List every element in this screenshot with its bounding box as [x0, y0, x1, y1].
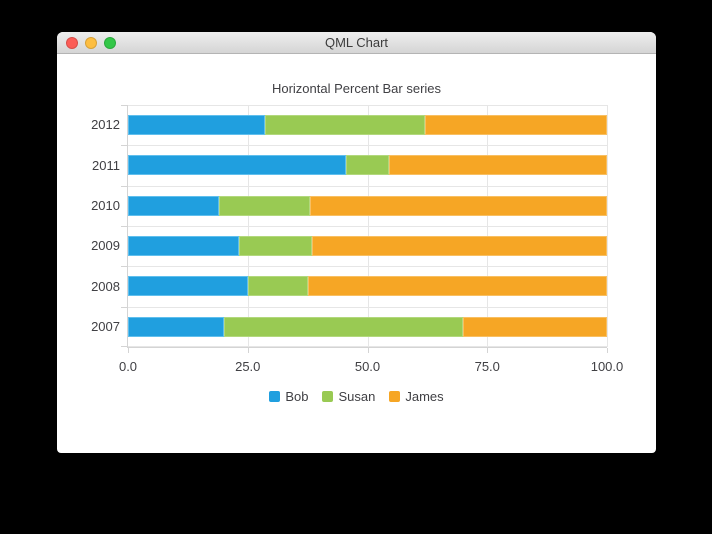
bar-row — [128, 266, 607, 306]
zoom-button[interactable] — [104, 37, 116, 49]
legend-label: Susan — [338, 389, 376, 404]
bar-row — [128, 105, 607, 145]
legend-marker-icon — [269, 391, 281, 402]
window-title: QML Chart — [324, 35, 389, 50]
y-gridline — [128, 346, 607, 347]
bar-segment-susan — [264, 115, 425, 136]
y-axis-tick — [121, 266, 127, 268]
plot-area: 0.0 25.0 50.0 75.0 100.0 2012 2011 2010 2009 2008… — [91, 105, 623, 374]
bar-segment-bob — [128, 155, 346, 176]
bar-segment-bob — [128, 236, 239, 257]
y-axis-tick — [121, 346, 127, 347]
percent-bar-2007 — [128, 316, 607, 337]
bar-segment-james — [312, 236, 607, 257]
bar-segment-susan — [219, 195, 311, 216]
x-axis-tick — [367, 348, 369, 353]
legend-item-james: James — [389, 389, 444, 404]
y-axis-tick — [121, 226, 127, 227]
chart-area: Horizontal Percent Bar series 0.0 25.0 50.… — [57, 32, 656, 453]
percent-bar-2009 — [128, 236, 607, 257]
x-axis-line — [127, 347, 607, 348]
x-axis-tick — [128, 348, 129, 353]
y-axis-tick — [121, 145, 127, 147]
x-axis-label: 75.0 — [474, 359, 500, 374]
percent-bar-2010 — [128, 195, 607, 216]
y-axis-label: 2010 — [91, 197, 120, 213]
bar-segment-susan — [223, 316, 464, 337]
y-axis-label: 2012 — [91, 117, 120, 133]
y-gridline — [128, 145, 607, 147]
bar-segment-james — [424, 115, 607, 136]
bar-segment-bob — [128, 316, 224, 337]
legend: Bob Susan James — [57, 389, 656, 404]
legend-item-susan: Susan — [322, 389, 375, 404]
bar-segment-bob — [128, 115, 265, 136]
x-axis-label: 50.0 — [354, 359, 381, 374]
y-gridline — [128, 185, 607, 187]
percent-bar-2012 — [128, 115, 607, 136]
x-axis-tick — [247, 348, 249, 353]
x-axis-label: 0.0 — [118, 359, 138, 374]
bar-segment-james — [310, 195, 607, 216]
legend-marker-icon — [389, 391, 401, 402]
y-axis-tick — [121, 185, 127, 187]
y-gridline — [128, 266, 607, 268]
bar-row — [128, 186, 607, 226]
legend-label: Bob — [285, 389, 309, 404]
y-axis-tick — [121, 105, 127, 106]
bar-segment-james — [307, 276, 607, 297]
x-axis-label: 100.0 — [590, 359, 624, 374]
y-axis-line — [127, 105, 128, 347]
bar-row — [128, 307, 607, 347]
x-axis-label: 25.0 — [235, 359, 261, 374]
y-axis-label: 2008 — [91, 278, 120, 294]
legend-item-bob: Bob — [269, 389, 308, 404]
y-gridline — [128, 306, 607, 308]
window-titlebar[interactable]: QML Chart — [57, 32, 656, 54]
percent-bar-2008 — [128, 276, 607, 297]
bar-segment-bob — [128, 195, 220, 216]
y-axis-tick — [121, 306, 127, 308]
bar-row — [128, 226, 607, 266]
y-axis-label: 2009 — [91, 238, 120, 254]
legend-marker-icon — [322, 391, 334, 402]
close-button[interactable] — [66, 37, 78, 49]
y-gridline — [128, 105, 607, 106]
bar-segment-james — [389, 155, 607, 176]
bar-row — [128, 145, 607, 185]
y-axis-label: 2011 — [92, 157, 120, 173]
x-gridline — [607, 105, 608, 347]
percent-bar-2011 — [128, 155, 607, 176]
bar-segment-susan — [247, 276, 308, 297]
minimize-button[interactable] — [85, 37, 97, 49]
chart-title: Horizontal Percent Bar series — [271, 81, 442, 96]
y-axis-label: 2007 — [91, 318, 120, 334]
bar-segment-james — [463, 316, 607, 337]
x-axis-tick — [487, 348, 489, 353]
bar-segment-susan — [345, 155, 390, 176]
y-gridline — [128, 226, 607, 227]
app-window: QML Chart Horizontal Percent Bar series … — [57, 32, 656, 453]
bar-segment-bob — [128, 276, 248, 297]
bar-segment-susan — [238, 236, 313, 257]
x-axis-tick — [607, 348, 608, 353]
legend-label: James — [405, 389, 444, 404]
